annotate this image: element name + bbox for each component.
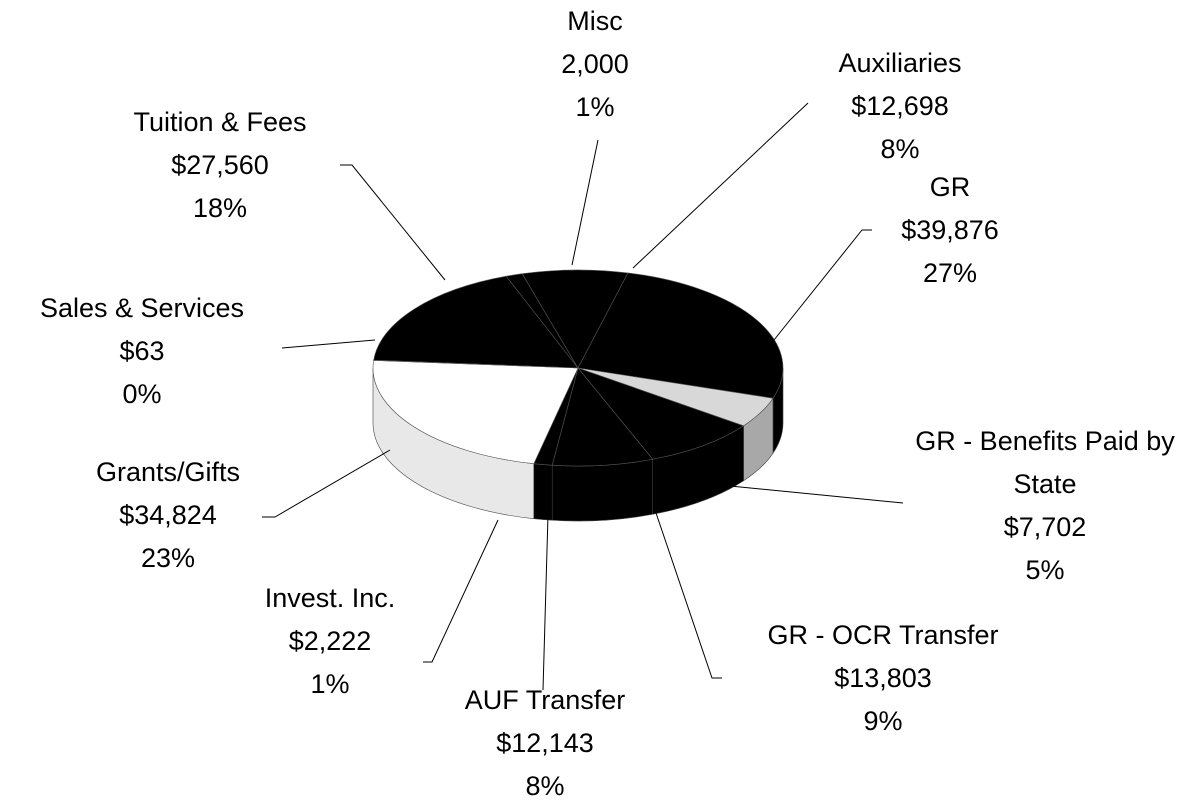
slice-percent: 8% [880,134,920,164]
leader-line [340,164,446,281]
leader-line [542,514,549,691]
leader-line [719,484,904,504]
pie-slice [577,367,745,460]
slice-label: Grants/Gifts $34,824 23% [48,451,288,580]
slice-label: GR $39,876 27% [850,166,1050,295]
slice-label: Misc 2,000 1% [495,0,695,129]
slice-percent: 18% [192,193,248,223]
slice-name: Sales & Services [39,293,245,323]
slice-name: Tuition & Fees [133,107,307,137]
leader-line [632,102,809,269]
slice-value: $2,222 [288,626,372,656]
slice-percent: 0% [122,379,162,409]
leader-line [571,139,599,266]
slice-percent: 9% [863,706,903,736]
slice-value: $13,803 [834,663,932,693]
slice-value: $7,702 [1003,512,1087,542]
slice-label: Tuition & Fees $27,560 18% [70,101,370,230]
slice-value: $63 [119,336,165,366]
slice-label: Sales & Services $63 0% [2,287,282,416]
slice-name: Auxiliaries [838,48,962,78]
slice-percent: 5% [1025,555,1065,585]
pie-slice [521,269,629,369]
slice-name: AUF Transfer [464,685,626,715]
slice-name: GR - Benefits Paid by State [915,426,1175,499]
pie-side [533,463,553,521]
pie-slice [373,359,579,369]
slice-value: $34,824 [119,500,217,530]
slice-name: GR [929,172,971,202]
pie-slice [577,272,784,399]
slice-name: Grants/Gifts [95,457,241,487]
leader-line [423,519,499,663]
slice-name: Misc [567,6,623,36]
pie-slice [373,275,579,369]
slice-value: $12,143 [496,728,594,758]
slice-value: $39,876 [901,215,999,245]
leader-line [654,509,722,679]
slice-label: AUF Transfer $12,143 8% [415,679,675,802]
leader-line [262,449,391,518]
slice-value: $27,560 [171,150,269,180]
slice-percent: 1% [575,92,615,122]
slice-name: Invest. Inc. [264,583,396,613]
pie-slice [551,367,654,467]
slice-percent: 8% [525,771,565,801]
slice-percent: 23% [140,543,196,573]
slice-value: $12,698 [851,91,949,121]
pie-side [551,458,653,522]
slice-name: GR - OCR Transfer [767,620,999,650]
slice-label: Auxiliaries $12,698 8% [770,42,1030,171]
slice-percent: 27% [922,258,978,288]
slice-value: 2,000 [561,49,629,79]
pie-slice [372,360,579,465]
leader-line [769,229,872,346]
leader-line [281,339,376,349]
slice-percent: 1% [310,669,350,699]
slice-label: GR - Benefits Paid by State $7,702 5% [900,420,1190,592]
slice-label: GR - OCR Transfer $13,803 9% [733,614,1033,743]
slice-label: Invest. Inc. $2,222 1% [220,577,440,706]
